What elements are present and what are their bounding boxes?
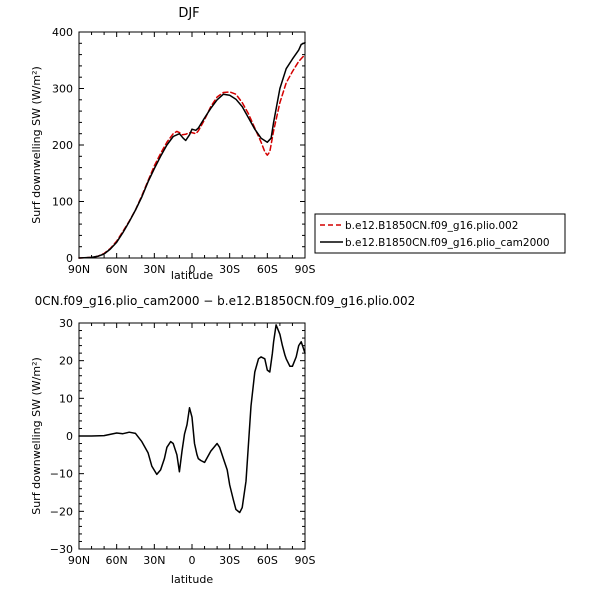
top-chart-ylabel: Surf downwelling SW (W/m²) <box>30 66 43 224</box>
top-chart-xtick-label: 90N <box>68 263 90 276</box>
top-chart-ytick-label: 300 <box>52 83 73 96</box>
top-chart-series-0-line <box>78 53 306 259</box>
bottom-chart-ytick-label: 20 <box>59 355 73 368</box>
bottom-chart-ytick-label: 10 <box>59 392 73 405</box>
top-chart-xtick-label: 90S <box>295 263 316 276</box>
bottom-chart-xtick-label: 30N <box>143 554 165 567</box>
bottom-chart-ytick-label: 0 <box>66 430 73 443</box>
bottom-chart-ytick-label: −30 <box>50 543 73 556</box>
top-chart-xlabel: latitude <box>171 269 213 282</box>
top-chart-ytick-label: 100 <box>52 196 73 209</box>
bottom-chart-lines <box>78 324 306 514</box>
bottom-chart-ticks: 90N 60N 30N 0 30S 60S 90S −30 −20 −10 0 10 20 30 <box>50 317 316 567</box>
bottom-chart-ytick-label: −10 <box>50 468 73 481</box>
legend-label-plio-cam2000: b.e12.B1850CN.f09_g16.plio_cam2000 <box>345 237 550 249</box>
top-chart-xtick-label: 30N <box>143 263 165 276</box>
bottom-chart-xtick-label: 60N <box>106 554 128 567</box>
bottom-chart-ytick-label: −20 <box>50 505 73 518</box>
top-chart-xtick-label: 0 <box>189 263 196 276</box>
top-chart: DJF 90N 60N 30N 0 30S 60S 90S 0 100 200 300 400 lat… <box>30 6 316 282</box>
top-chart-title: DJF <box>178 6 199 21</box>
top-chart-ytick-label: 400 <box>52 26 73 39</box>
legend: b.e12.B1850CN.f09_g16.plio.002 b.e12.B18… <box>314 213 566 254</box>
top-chart-lines <box>78 41 306 259</box>
bottom-chart: 0CN.f09_g16.plio_cam2000 − b.e12.B1850CN… <box>30 294 415 586</box>
bottom-chart-xtick-label: 60S <box>257 554 278 567</box>
bottom-chart-title: 0CN.f09_g16.plio_cam2000 − b.e12.B1850CN… <box>35 294 416 308</box>
bottom-chart-xtick-label: 90N <box>68 554 90 567</box>
top-chart-xtick-label: 30S <box>219 263 240 276</box>
bottom-chart-xlabel: latitude <box>171 573 213 586</box>
legend-label-plio-002: b.e12.B1850CN.f09_g16.plio.002 <box>345 220 518 232</box>
bottom-chart-ylabel: Surf downwelling SW (W/m²) <box>30 357 43 515</box>
bottom-chart-xtick-label: 0 <box>189 554 196 567</box>
top-chart-xtick-label: 60S <box>257 263 278 276</box>
top-chart-series-1-line <box>78 41 306 259</box>
bottom-chart-ytick-label: 30 <box>59 317 73 330</box>
top-chart-ytick-label: 200 <box>52 139 73 152</box>
bottom-chart-xtick-label: 30S <box>219 554 240 567</box>
bottom-chart-frame <box>78 322 306 550</box>
bottom-chart-series-0-line <box>78 324 306 514</box>
top-chart-xtick-label: 60N <box>106 263 128 276</box>
top-chart-ticks: 90N 60N 30N 0 30S 60S 90S 0 100 200 300 400 <box>52 26 316 276</box>
top-chart-ytick-label: 0 <box>66 252 73 265</box>
bottom-chart-xtick-label: 90S <box>295 554 316 567</box>
legend-box <box>314 213 566 254</box>
